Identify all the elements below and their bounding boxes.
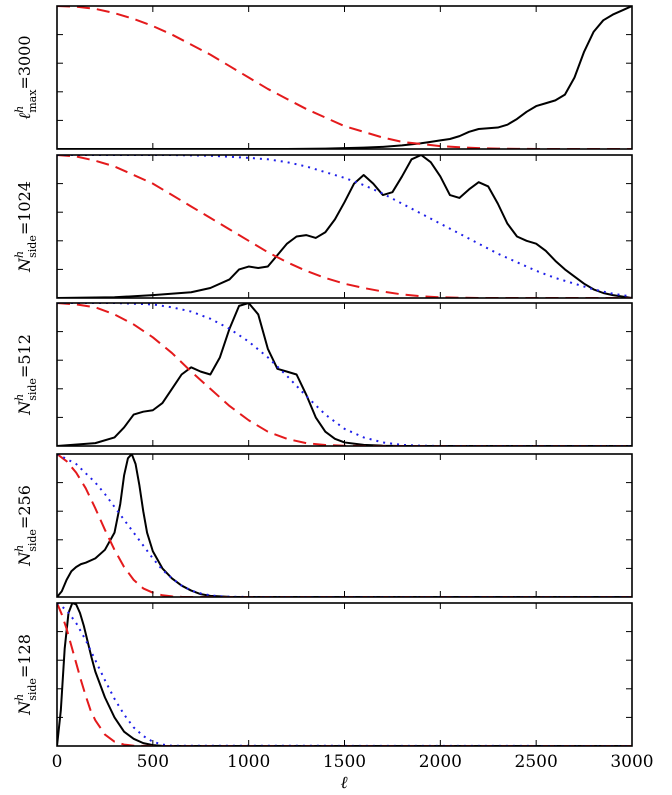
panel-label: ℓhmax=3000 — [13, 35, 39, 119]
x-tick-label: 500 — [137, 752, 169, 772]
panel-2: Nhside=1024 — [13, 154, 633, 299]
panel-1: ℓhmax=3000 — [13, 5, 633, 150]
panel-label-value: =256 — [15, 485, 34, 529]
panel-label-sup: h — [13, 394, 26, 401]
panel-label-sup: h — [13, 694, 26, 701]
panel-label: Nhside=256 — [13, 485, 39, 567]
panel-label-symbol: N — [15, 551, 34, 567]
panel-label-sup: h — [13, 106, 26, 113]
x-tick-label: 2000 — [419, 752, 462, 772]
panel-frame — [56, 5, 633, 150]
panel-label-value: =3000 — [15, 35, 34, 89]
panels: ℓhmax=3000Nhside=1024Nhside=512Nhside=25… — [13, 5, 633, 747]
series-line-dashed — [57, 603, 632, 746]
panel-label-value: =1024 — [15, 181, 34, 235]
series-line-dotted — [57, 603, 632, 746]
panel-curves — [57, 6, 632, 149]
panel-label-sub: side — [26, 378, 39, 401]
panel-label-value: =128 — [15, 634, 34, 678]
panel-label-sub: side — [26, 678, 39, 701]
series-line-solid — [57, 6, 632, 149]
series-line-solid — [57, 155, 632, 298]
series-line-dashed — [57, 303, 632, 446]
panel-label: Nhside=128 — [13, 634, 39, 716]
panel-frame — [56, 302, 633, 447]
x-tick-label: 1000 — [227, 752, 270, 772]
panel-curves — [57, 303, 632, 446]
series-line-solid — [57, 454, 632, 597]
x-tick-label: 2500 — [515, 752, 558, 772]
series-line-dashed — [57, 155, 632, 298]
panel-label: Nhside=512 — [13, 334, 39, 416]
panel-3: Nhside=512 — [13, 302, 633, 447]
panel-label-sub: max — [26, 89, 39, 113]
panel-label-sup: h — [13, 251, 26, 258]
x-tick-label: 3000 — [610, 752, 653, 772]
panel-curves — [57, 603, 632, 746]
panel-curves — [57, 155, 632, 298]
panel-label-symbol: N — [15, 400, 34, 416]
panel-label-symbol: N — [15, 700, 34, 716]
panel-label-sub: side — [26, 235, 39, 258]
panel-label-value: =512 — [15, 334, 34, 378]
panel-label-sup: h — [13, 545, 26, 552]
series-line-dotted — [57, 303, 632, 446]
x-axis-label: ℓ — [340, 773, 347, 793]
panel-frame — [56, 602, 633, 747]
panel-curves — [57, 454, 632, 597]
panel-frame — [56, 154, 633, 299]
panel-5: Nhside=128 — [13, 602, 633, 747]
panel-label-symbol: N — [15, 257, 34, 273]
x-axis: 0 500 1000 1500 2000 2500 3000 — [52, 752, 654, 772]
series-line-dotted — [57, 454, 632, 597]
panel-label: Nhside=1024 — [13, 181, 39, 273]
series-line-dashed — [57, 6, 632, 149]
series-line-solid — [57, 603, 632, 746]
panel-frame — [56, 453, 633, 598]
panel-label-sub: side — [26, 529, 39, 552]
x-tick-label: 0 — [52, 752, 63, 772]
panel-4: Nhside=256 — [13, 453, 633, 598]
x-tick-label: 1500 — [323, 752, 366, 772]
series-line-solid — [57, 303, 632, 446]
series-line-dashed — [57, 454, 632, 597]
panel-label-symbol: ℓ — [15, 113, 34, 120]
series-line-dotted — [57, 155, 632, 298]
